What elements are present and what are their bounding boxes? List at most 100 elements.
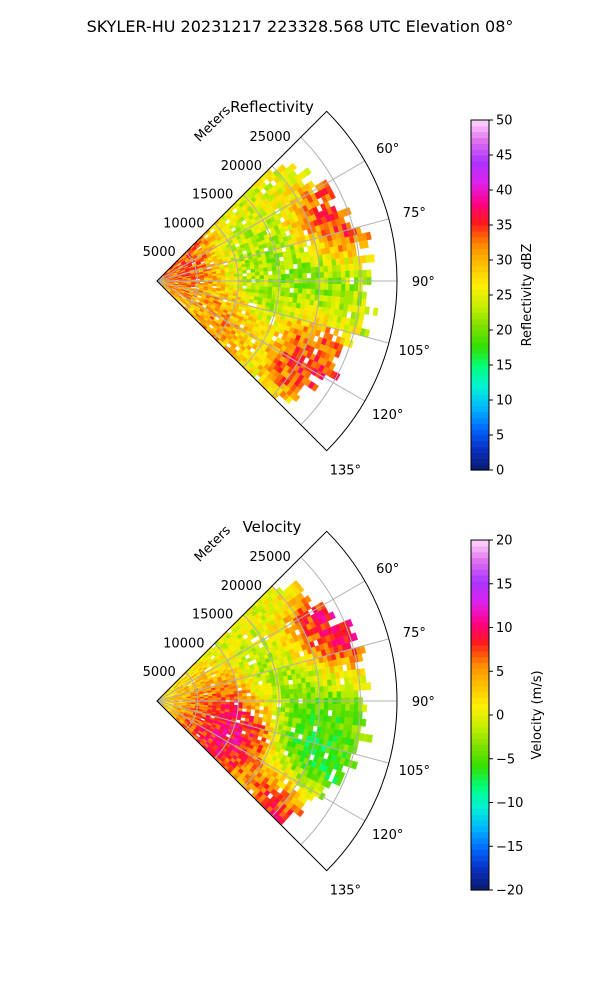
- reflectivity-cell: [283, 260, 290, 266]
- velocity-cell: [288, 717, 294, 723]
- velocity-cell: [255, 706, 260, 711]
- velocity-cell: [178, 698, 183, 701]
- velocity-colorbar-segment: [471, 575, 489, 582]
- velocity-colorbar-segment: [471, 849, 489, 856]
- velocity-colorbar-segment: [471, 656, 489, 664]
- velocity-cell: [366, 682, 372, 691]
- reflectivity-sector: 5000 10000 15000 20000 25000 60° 75° 90° 105° 120…: [143, 103, 435, 478]
- reflectivity-cell: [267, 266, 273, 272]
- reflectivity-cell: [246, 282, 252, 287]
- reflectivity-cell: [341, 310, 348, 318]
- reflectivity-cell: [272, 282, 278, 288]
- reflectivity-cell: [225, 274, 230, 278]
- reflectivity-cell: [272, 270, 277, 276]
- velocity-cell: [259, 695, 265, 700]
- reflectivity-cell: [250, 272, 256, 277]
- reflectivity-colorbar-segment: [471, 271, 489, 279]
- velocity-cell: [272, 690, 277, 696]
- velocity-cell: [208, 697, 213, 701]
- velocity-colorbar-segment: [471, 557, 489, 564]
- reflectivity-cell: [259, 286, 265, 291]
- reflectivity-cell: [302, 283, 308, 290]
- reflectivity-cell: [199, 278, 205, 281]
- reflectivity-cell: [268, 274, 273, 280]
- reflectivity-cell: [259, 275, 265, 280]
- velocity-cell: [327, 685, 333, 693]
- velocity-cell: [221, 697, 226, 701]
- reflectivity-cell: [255, 275, 260, 280]
- reflectivity-colorbar-segment: [471, 184, 489, 191]
- reflectivity-azimuth-tick-label: 60°: [376, 142, 399, 157]
- reflectivity-colorbar-segment: [471, 254, 489, 261]
- velocity-cell: [296, 584, 305, 593]
- velocity-cell: [335, 716, 341, 724]
- velocity-colorbar-segment: [471, 755, 489, 763]
- reflectivity-cell: [362, 239, 369, 249]
- velocity-cell: [344, 710, 350, 718]
- velocity-cell: [250, 692, 256, 697]
- velocity-cell: [238, 702, 243, 706]
- velocity-title: Velocity: [243, 518, 302, 536]
- reflectivity-cell: [351, 249, 358, 258]
- velocity-cell: [216, 697, 222, 701]
- reflectivity-cell: [348, 290, 355, 299]
- reflectivity-cell: [288, 264, 294, 270]
- velocity-cell: [267, 686, 273, 692]
- reflectivity-cell: [336, 290, 342, 298]
- reflectivity-cell: [340, 270, 346, 278]
- velocity-cell: [284, 689, 290, 695]
- reflectivity-range-tick-label: 10000: [163, 216, 204, 231]
- velocity-cell: [331, 685, 337, 692]
- reflectivity-colorbar-segment: [471, 440, 489, 448]
- velocity-cell: [332, 703, 338, 711]
- reflectivity-colorbar-segment: [471, 166, 489, 174]
- velocity-cell: [263, 691, 269, 696]
- reflectivity-colorbar-segment: [471, 260, 489, 267]
- velocity-colorbar-tick-label: −15: [496, 840, 523, 855]
- velocity-cell: [326, 679, 333, 687]
- reflectivity-cell: [262, 263, 268, 269]
- reflectivity-cell: [216, 277, 222, 281]
- reflectivity-cell: [233, 276, 239, 280]
- velocity-cell: [242, 705, 248, 710]
- reflectivity-azimuth-gridline: [156, 280, 366, 402]
- velocity-cell: [323, 703, 329, 711]
- velocity-range-axis-label: Meters: [192, 523, 234, 565]
- velocity-cell: [225, 697, 231, 700]
- velocity-colorbar-segment: [471, 709, 489, 716]
- velocity-sector: 5000 10000 15000 20000 25000 60° 75° 90° 105° 120…: [143, 523, 435, 898]
- velocity-cell: [301, 682, 307, 689]
- velocity-cell: [240, 714, 247, 719]
- reflectivity-colorbar-segment: [471, 435, 489, 442]
- reflectivity-range-tick-label: 15000: [192, 188, 233, 203]
- reflectivity-cell: [279, 295, 285, 302]
- velocity-colorbar-segment: [471, 715, 489, 722]
- velocity-colorbar-tick-label: 0: [496, 709, 504, 724]
- reflectivity-cell: [340, 264, 346, 272]
- velocity-cell: [267, 706, 273, 712]
- reflectivity-cell: [344, 264, 350, 272]
- velocity-cell: [297, 713, 303, 719]
- reflectivity-cell: [289, 268, 295, 275]
- reflectivity-colorbar-segment: [471, 195, 489, 203]
- velocity-cell: [271, 710, 277, 716]
- reflectivity-cell: [216, 275, 222, 279]
- reflectivity-cell: [284, 287, 290, 293]
- reflectivity-colorbar-segment: [471, 149, 489, 156]
- velocity-cell: [285, 703, 290, 709]
- velocity-colorbar-segment: [471, 592, 489, 599]
- reflectivity-cell: [250, 268, 256, 273]
- velocity-cell: [212, 697, 218, 701]
- velocity-cell: [285, 693, 290, 699]
- reflectivity-cell: [332, 283, 338, 291]
- reflectivity-cell: [344, 257, 350, 265]
- velocity-cell: [331, 716, 337, 724]
- velocity-colorbar-segment: [471, 668, 489, 675]
- reflectivity-cell: [272, 274, 278, 280]
- reflectivity-colorbar-segment: [471, 172, 489, 179]
- reflectivity-cell: [220, 274, 226, 278]
- velocity-cell: [225, 702, 231, 705]
- reflectivity-colorbar-segment: [471, 411, 489, 419]
- velocity-range-tick-label: 25000: [249, 550, 290, 565]
